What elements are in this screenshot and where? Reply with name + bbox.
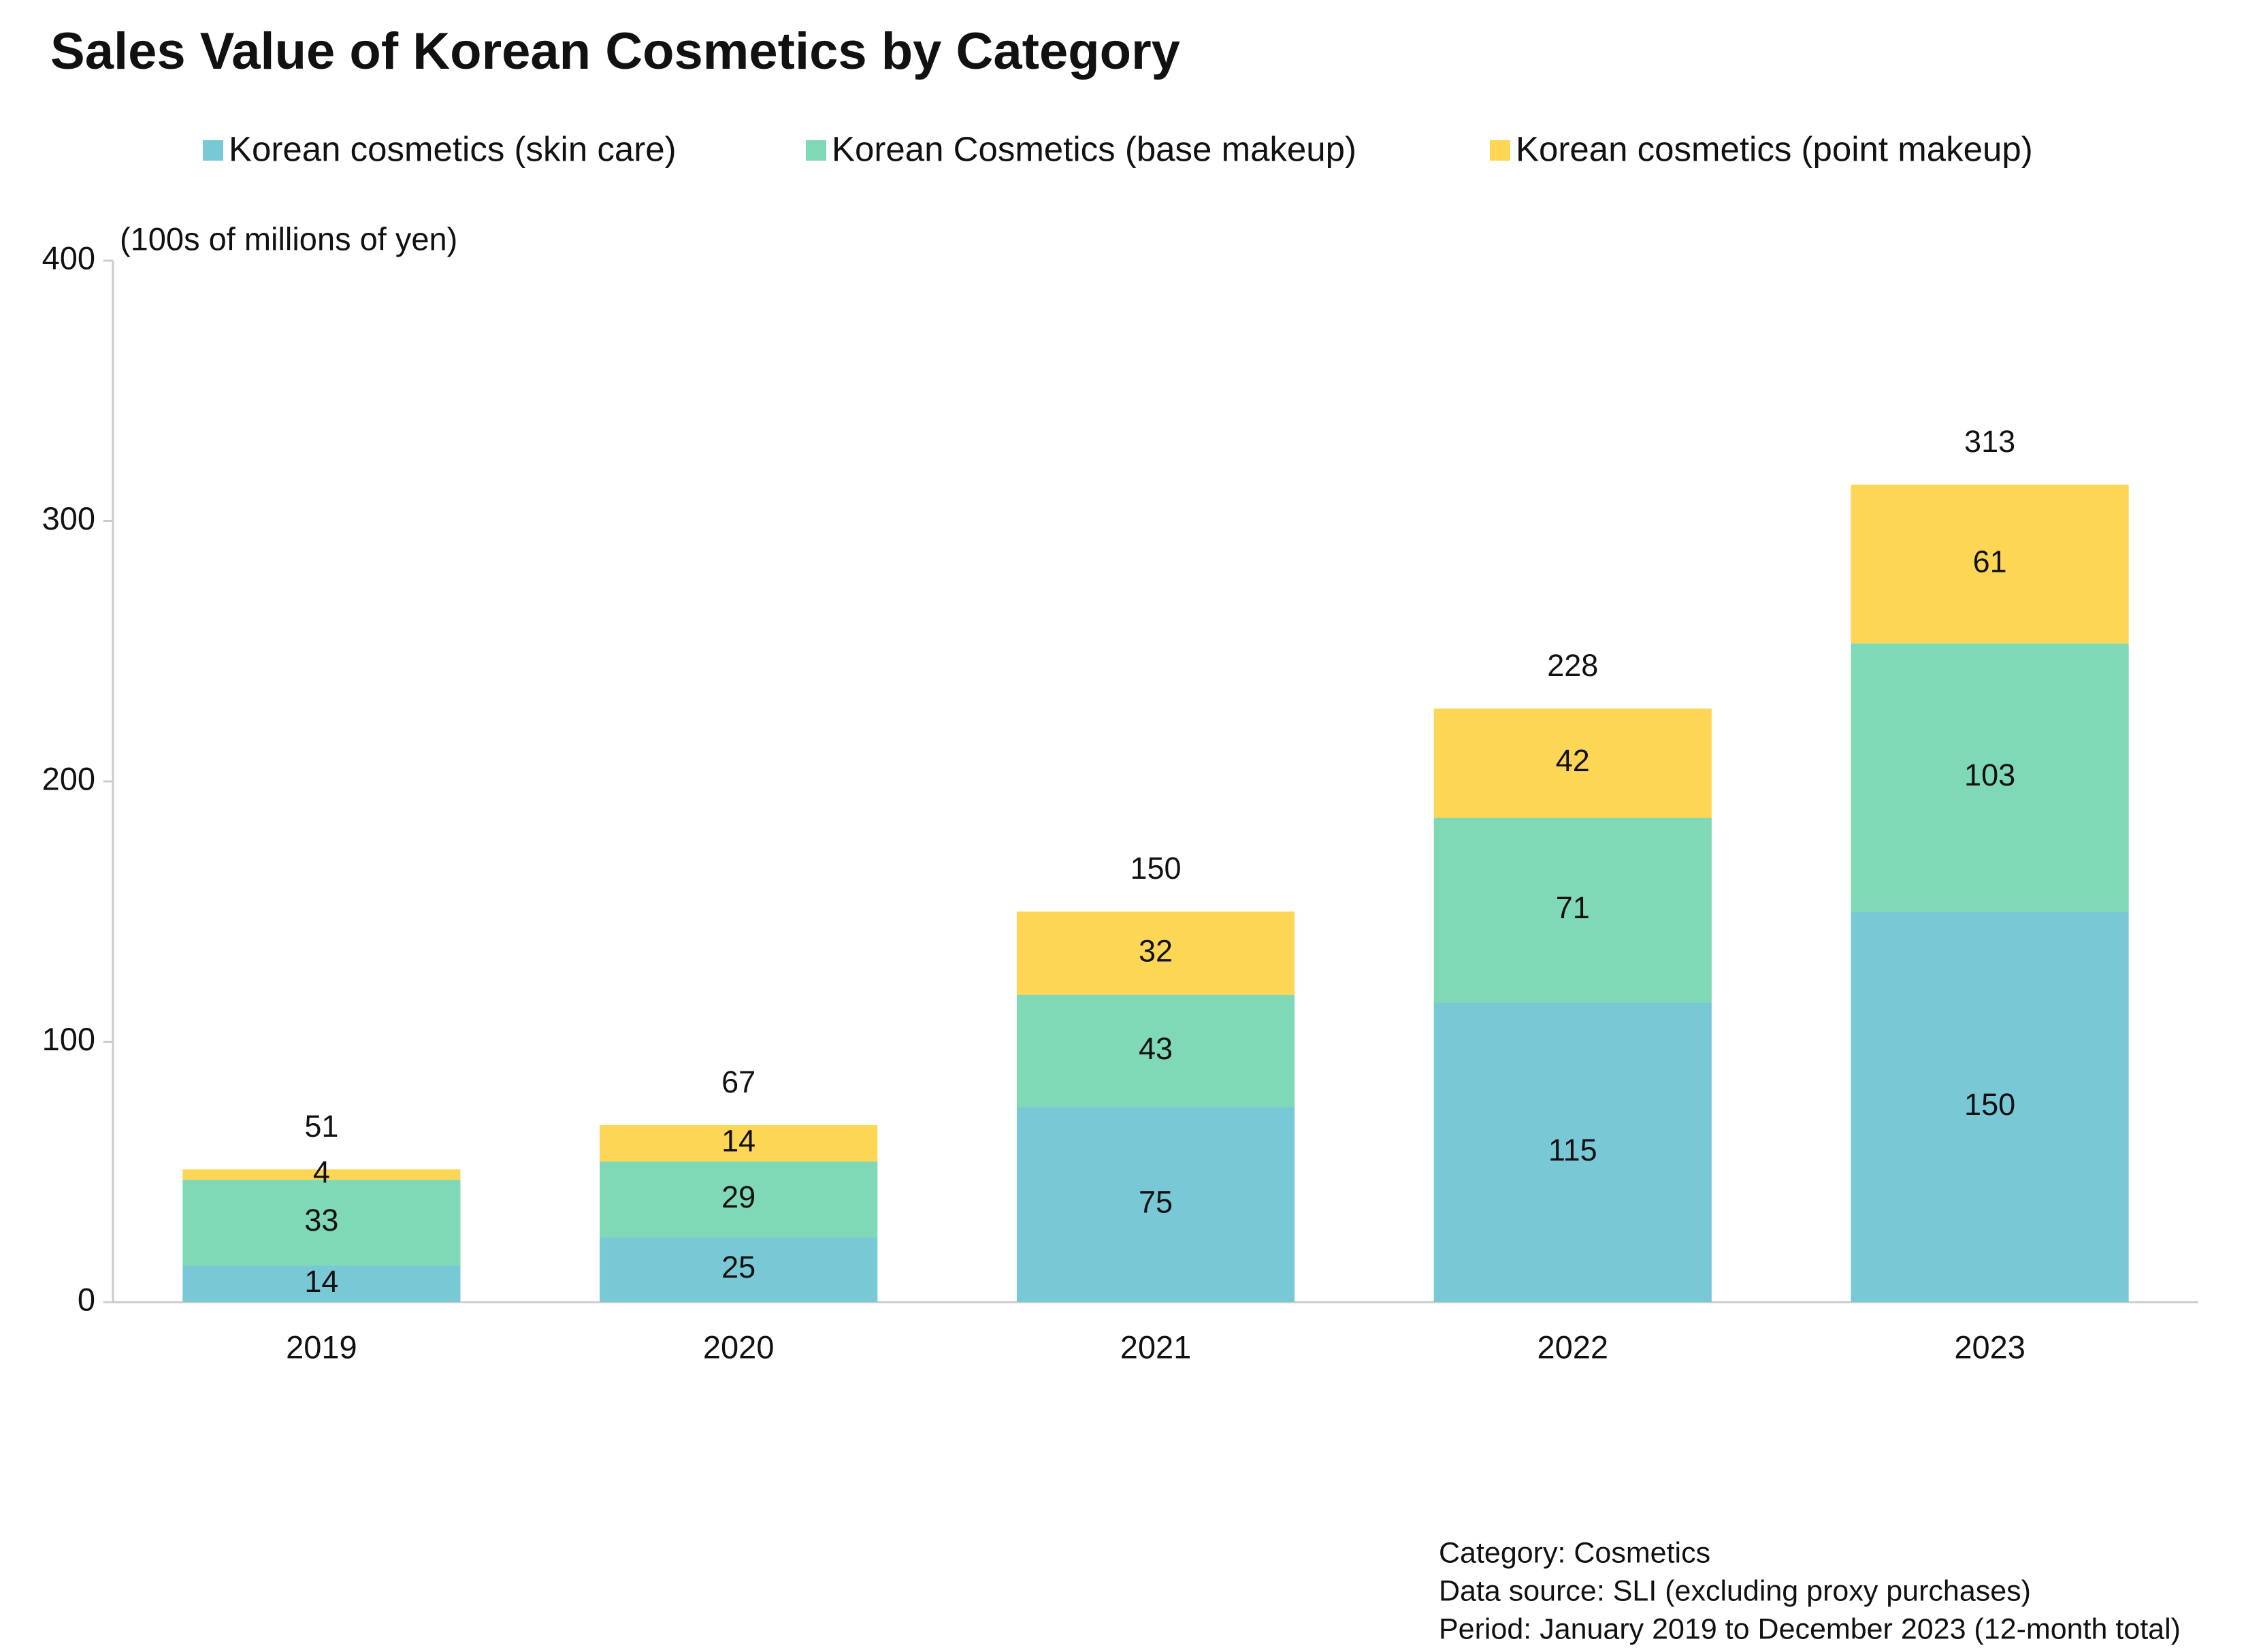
footnote: Data source: SLI (excluding proxy purcha… (1439, 1574, 2031, 1607)
chart-title: Sales Value of Korean Cosmetics by Categ… (50, 22, 1180, 80)
legend-swatch (1490, 140, 1510, 161)
footnote: Period: January 2019 to December 2023 (1… (1439, 1613, 2181, 1645)
bar-segment (600, 1124, 878, 1162)
y-axis-label: (100s of millions of yen) (120, 221, 457, 257)
data-label: 4 (313, 1154, 330, 1189)
x-tick-label: 2020 (703, 1329, 775, 1365)
data-label: 14 (304, 1264, 338, 1299)
data-label: 14 (721, 1124, 755, 1159)
bar-segment (600, 1237, 878, 1302)
bar-segment (600, 1161, 878, 1237)
legend-label: Korean Cosmetics (base makeup) (832, 129, 1356, 168)
data-label: 32 (1139, 933, 1173, 968)
footnote: Category: Cosmetics (1439, 1536, 1710, 1569)
data-label: 43 (1139, 1031, 1173, 1066)
x-tick-label: 2023 (1954, 1329, 2025, 1365)
y-tick-label: 0 (78, 1281, 95, 1317)
bar-segment (1433, 817, 1712, 1003)
bar-segment (1851, 911, 2129, 1302)
data-label: 71 (1556, 890, 1590, 925)
legend-swatch (806, 140, 826, 161)
legend-label: Korean cosmetics (skin care) (229, 129, 677, 168)
data-label: 103 (1964, 758, 2015, 792)
total-label: 67 (721, 1065, 755, 1099)
data-label: 29 (721, 1180, 755, 1214)
data-label: 150 (1964, 1087, 2015, 1122)
data-label: 33 (304, 1203, 338, 1237)
legend-swatch (203, 140, 223, 161)
y-tick-label: 300 (42, 500, 95, 536)
bar-segment (1016, 1107, 1295, 1302)
y-tick-label: 200 (42, 760, 95, 796)
total-label: 51 (304, 1109, 338, 1144)
bar-segment (1016, 911, 1295, 995)
bar-segment (182, 1180, 461, 1266)
bar-segment (1016, 994, 1295, 1107)
bar-segment (1433, 1003, 1712, 1302)
data-label: 115 (1548, 1133, 1597, 1167)
legend-label: Korean cosmetics (point makeup) (1516, 129, 2033, 168)
x-tick-label: 2019 (286, 1329, 357, 1365)
data-label: 25 (721, 1250, 755, 1284)
y-tick-label: 400 (42, 240, 95, 276)
bar-segment (1851, 643, 2129, 912)
bar-segment (1433, 708, 1712, 818)
total-label: 228 (1547, 648, 1598, 683)
x-tick-label: 2022 (1537, 1329, 1609, 1365)
x-tick-label: 2021 (1120, 1329, 1192, 1365)
total-label: 313 (1964, 424, 2015, 459)
bar-segment (182, 1265, 461, 1302)
total-label: 150 (1130, 851, 1181, 886)
data-label: 61 (1973, 545, 2007, 579)
data-label: 42 (1556, 743, 1590, 778)
data-label: 75 (1139, 1184, 1173, 1219)
bar-segment (182, 1169, 461, 1180)
y-tick-label: 100 (42, 1021, 95, 1057)
bar-segment (1851, 484, 2129, 644)
